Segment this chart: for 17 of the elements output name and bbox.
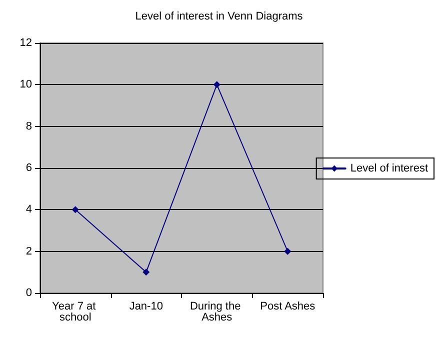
y-tick-label: 4 — [26, 204, 32, 216]
y-tick-label: 10 — [20, 78, 32, 91]
y-tick-label: 2 — [26, 245, 32, 258]
x-tick-label: Jan-10 — [129, 300, 163, 312]
point — [284, 248, 292, 255]
y-tick-label: 0 — [26, 287, 32, 299]
x-tick-label: During the Ashes — [190, 300, 244, 324]
y-tick-label: 12 — [20, 37, 32, 49]
point — [142, 268, 150, 276]
point — [213, 81, 220, 88]
chart-title: Level of interest in Venn Diagrams — [135, 10, 304, 22]
point — [72, 206, 79, 214]
x-tick-label: Post Ashes — [260, 300, 316, 312]
legend-label: Level of interest — [350, 162, 428, 174]
y-tick-label: 8 — [26, 120, 32, 132]
y-tick-label: 6 — [26, 162, 32, 174]
x-tick-label: Year 7 at school — [52, 300, 99, 324]
